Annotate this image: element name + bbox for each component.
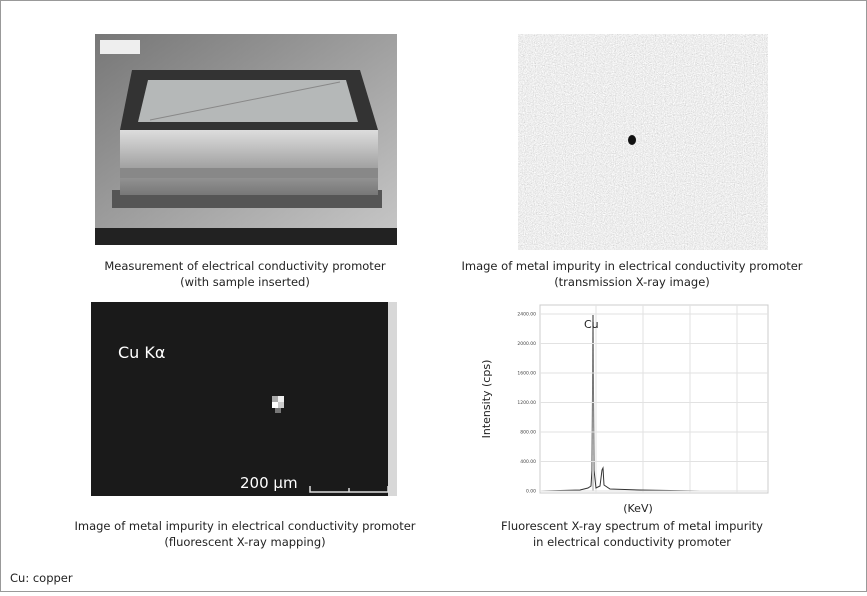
caption: in electrical conductivity promoter xyxy=(533,535,731,549)
y-axis-label: Intensity (cps) xyxy=(480,360,493,439)
caption: Image of metal impurity in electrical co… xyxy=(74,519,415,533)
y-tick-label: 400.00 xyxy=(520,459,536,465)
y-tick-label: 1200.00 xyxy=(517,400,536,406)
y-tick-label: 2000.00 xyxy=(517,341,536,347)
y-tick-label: 0.00 xyxy=(526,489,536,495)
y-tick-label: 800.00 xyxy=(520,430,536,436)
caption: (transmission X-ray image) xyxy=(554,275,710,289)
photo xyxy=(95,34,397,245)
figure: Cu Kα 200 µm Cu Intensity (cps) (KeV) 24… xyxy=(0,0,867,592)
peak-label: Cu xyxy=(584,318,599,331)
xray-image xyxy=(518,34,768,250)
caption: (fluorescent X-ray mapping) xyxy=(164,535,325,549)
caption: Measurement of electrical conductivity p… xyxy=(104,259,386,273)
y-tick-label: 1600.00 xyxy=(517,371,536,377)
mapping-image: Cu Kα 200 µm xyxy=(91,302,397,496)
scale-label: 200 µm xyxy=(240,474,298,492)
caption: Image of metal impurity in electrical co… xyxy=(461,259,802,273)
element-label: Cu Kα xyxy=(118,343,165,362)
spectrum-chart: Cu Intensity (cps) (KeV) 2400.00 2000.00 1… xyxy=(480,305,768,515)
x-axis-label: (KeV) xyxy=(623,502,653,515)
footnote: Cu: copper xyxy=(10,571,73,585)
caption: Fluorescent X-ray spectrum of metal impu… xyxy=(501,519,763,533)
caption: (with sample inserted) xyxy=(180,275,310,289)
y-tick-label: 2400.00 xyxy=(517,312,536,318)
